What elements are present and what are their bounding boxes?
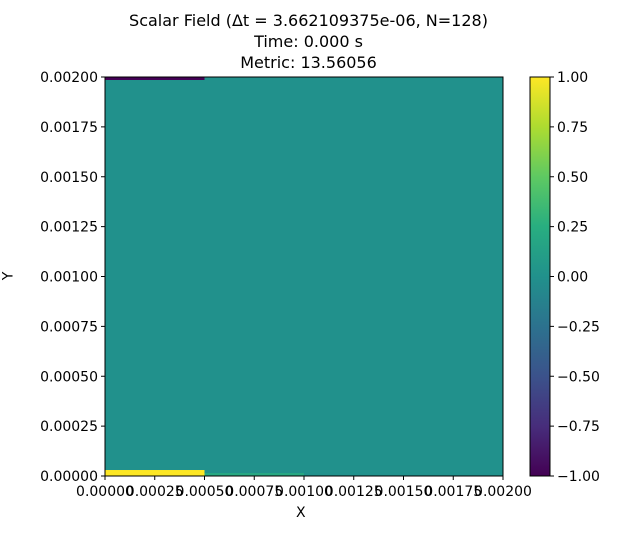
y-tick-label: 0.00050 (40, 369, 98, 385)
x-tick-label: 0.00200 (474, 484, 532, 500)
y-tick-label: 0.00100 (40, 270, 98, 286)
colorbar-tick-label: −1.00 (557, 469, 600, 485)
y-tick-label: 0.00125 (40, 220, 98, 236)
chart-title-line-1: Scalar Field (Δt = 3.662109375e-06, N=12… (129, 11, 488, 30)
y-tick-label: 0.00025 (40, 419, 98, 435)
colorbar-tick-label: 0.00 (557, 270, 588, 286)
colorbar-tick-label: 0.50 (557, 170, 588, 186)
x-tick-label: 0.00025 (126, 484, 184, 500)
field-region-1 (204, 473, 304, 476)
colorbar-tick-label: −0.25 (557, 319, 600, 335)
field-background (105, 77, 503, 476)
colorbar-tick-label: −0.75 (557, 419, 600, 435)
x-tick-label: 0.00075 (225, 484, 283, 500)
y-axis-label: Y (0, 271, 17, 281)
colorbar-tick-label: 0.25 (557, 220, 588, 236)
x-tick-label: 0.00125 (325, 484, 383, 500)
colorbar-tick-label: −0.50 (557, 369, 600, 385)
y-tick-label: 0.00175 (40, 120, 98, 136)
x-tick-label: 0.00050 (176, 484, 234, 500)
colorbar-tick-label: 0.75 (557, 120, 588, 136)
colorbar-tick-label: 1.00 (557, 70, 588, 86)
y-tick-label: 0.00200 (40, 70, 98, 86)
x-tick-label: 0.00150 (375, 484, 433, 500)
chart-title-line-2: Time: 0.000 s (254, 32, 363, 51)
y-tick-label: 0.00000 (40, 469, 98, 485)
y-tick-label: 0.00075 (40, 319, 98, 335)
colorbar (529, 76, 551, 477)
field-region-0 (105, 470, 205, 476)
x-tick-label: 0.00000 (76, 484, 134, 500)
y-tick-label: 0.00150 (40, 170, 98, 186)
x-axis-label: X (296, 505, 306, 521)
chart-title-line-3: Metric: 13.56056 (240, 53, 377, 72)
field-region-2 (105, 77, 205, 80)
x-tick-label: 0.00100 (275, 484, 333, 500)
x-tick-label: 0.00175 (424, 484, 482, 500)
